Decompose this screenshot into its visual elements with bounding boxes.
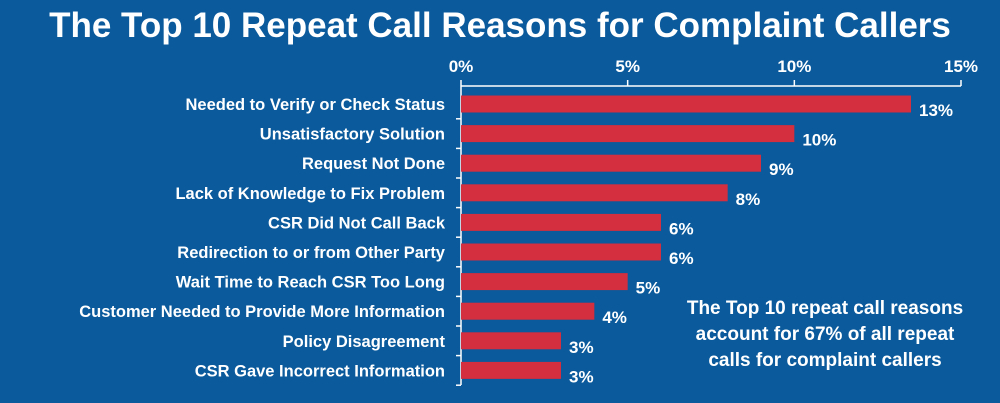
category-label: Unsatisfactory Solution	[260, 126, 445, 144]
bar	[461, 154, 761, 172]
bar	[461, 125, 795, 143]
bar	[461, 243, 661, 261]
category-label: Wait Time to Reach CSR Too Long	[176, 274, 445, 292]
data-label: 13%	[919, 101, 953, 120]
annotation-line-1: The Top 10 repeat call reasons	[686, 298, 964, 319]
data-label: 4%	[602, 308, 627, 327]
chart-title: The Top 10 Repeat Call Reasons for Compl…	[49, 6, 951, 45]
annotation-line-3: calls for complaint callers	[708, 350, 942, 371]
bar	[461, 332, 561, 350]
bar	[461, 302, 595, 320]
data-label: 3%	[569, 367, 594, 386]
data-label: 6%	[669, 249, 694, 268]
category-label: Request Not Done	[302, 155, 445, 173]
data-label: 3%	[569, 338, 594, 357]
x-tick-label: 0%	[449, 57, 474, 76]
category-label: CSR Did Not Call Back	[268, 214, 446, 232]
data-label: 9%	[769, 160, 794, 179]
category-label: CSR Gave Incorrect Information	[195, 362, 445, 380]
chart-annotation: The Top 10 repeat call reasons account f…	[650, 296, 1000, 374]
data-label: 8%	[736, 190, 761, 209]
bar	[461, 213, 661, 231]
bar	[461, 184, 728, 202]
data-label: 6%	[669, 219, 694, 238]
bar	[461, 273, 628, 291]
x-tick-label: 10%	[777, 57, 811, 76]
category-label: Lack of Knowledge to Fix Problem	[175, 185, 445, 203]
category-label: Customer Needed to Provide More Informat…	[79, 303, 445, 321]
category-label: Needed to Verify or Check Status	[186, 96, 446, 114]
bar	[461, 95, 911, 113]
annotation-line-2: account for 67% of all repeat	[695, 324, 955, 345]
data-label: 10%	[802, 131, 836, 150]
category-label: Policy Disagreement	[283, 333, 446, 351]
data-label: 5%	[636, 279, 661, 298]
x-tick-label: 5%	[615, 57, 640, 76]
bar	[461, 361, 561, 379]
x-tick-label: 15%	[944, 57, 978, 76]
category-label: Redirection to or from Other Party	[177, 244, 446, 262]
